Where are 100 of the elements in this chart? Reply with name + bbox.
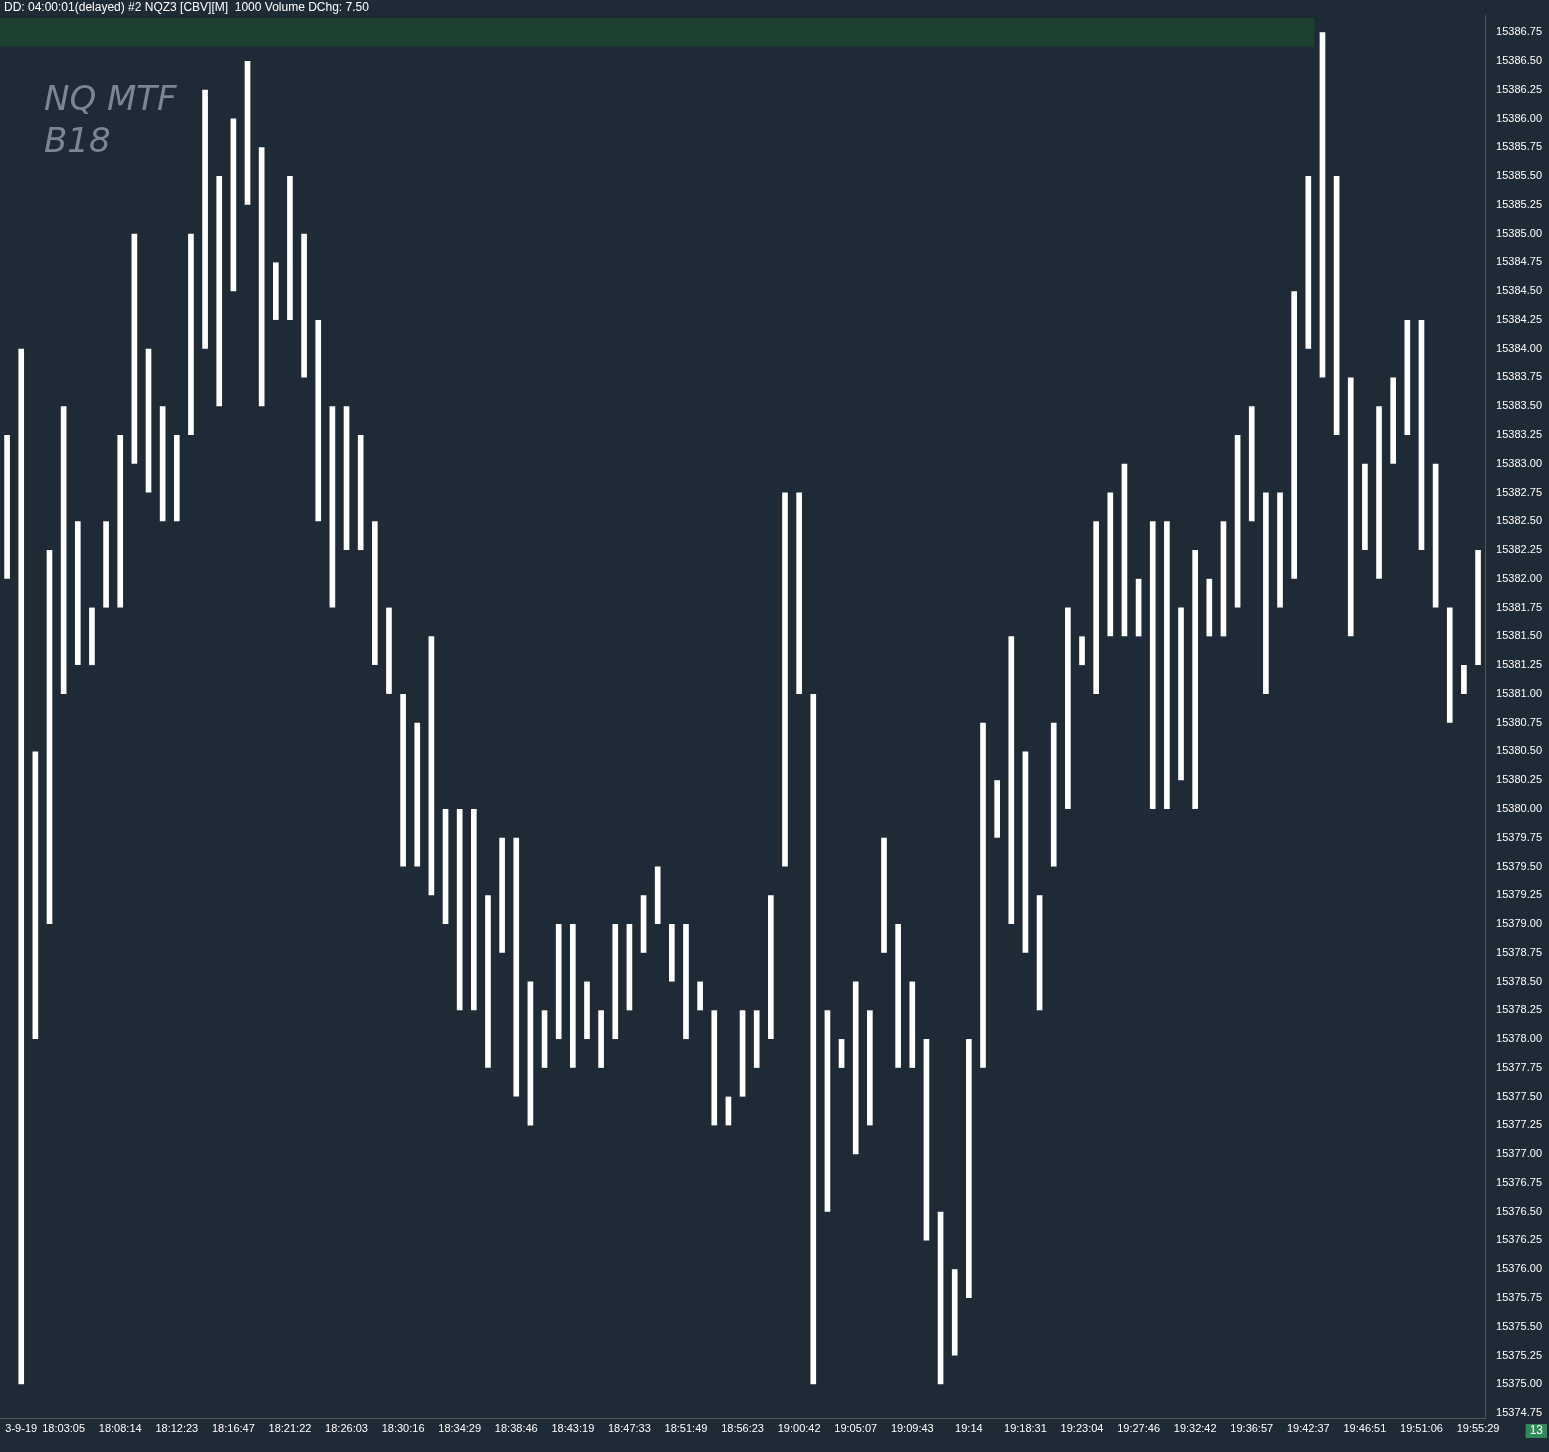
bar xyxy=(1446,607,1453,723)
bar xyxy=(1404,319,1411,435)
y-tick-label: 15382.75 xyxy=(1496,485,1543,498)
y-tick-label: 15379.50 xyxy=(1496,859,1543,872)
y-tick-label: 15386.25 xyxy=(1496,82,1543,95)
y-tick-label: 15384.25 xyxy=(1496,312,1543,325)
y-tick-label: 15377.00 xyxy=(1496,1147,1543,1160)
bar xyxy=(216,176,223,407)
bar xyxy=(1065,607,1071,809)
y-tick-label: 15382.00 xyxy=(1496,571,1543,584)
y-tick-label: 15375.75 xyxy=(1496,1291,1543,1304)
x-tick-label: 19:51:06 xyxy=(1400,1422,1443,1435)
y-tick-label: 15379.25 xyxy=(1496,888,1543,901)
bar xyxy=(485,895,491,1068)
x-tick-label: 18:43:19 xyxy=(551,1422,595,1435)
bar xyxy=(994,780,1000,838)
y-tick-label: 15377.50 xyxy=(1496,1089,1543,1102)
bar xyxy=(570,924,576,1068)
x-tick-label: 19:27:46 xyxy=(1117,1422,1161,1435)
bar xyxy=(1107,492,1114,637)
bar xyxy=(1248,406,1255,522)
y-tick-label: 15385.50 xyxy=(1496,169,1543,182)
y-tick-label: 15379.75 xyxy=(1496,830,1543,843)
x-tick-label: 18:47:33 xyxy=(607,1422,651,1435)
y-tick-label: 15382.25 xyxy=(1496,543,1543,556)
y-tick-label: 15378.00 xyxy=(1496,1032,1543,1045)
x-tick-label: 19:05:07 xyxy=(834,1422,878,1435)
x-tick-label: 18:51:49 xyxy=(664,1422,708,1435)
y-tick-label: 15378.50 xyxy=(1496,974,1543,987)
text: NQ MTF B18 xyxy=(44,78,178,160)
bar xyxy=(4,434,10,579)
bar xyxy=(980,722,986,1068)
bar xyxy=(1093,521,1099,694)
x-tick-label: 19:32:42 xyxy=(1173,1422,1217,1435)
y-tick-label: 15376.50 xyxy=(1496,1204,1543,1217)
bar xyxy=(1362,463,1368,551)
y-tick-label: 15375.00 xyxy=(1496,1377,1543,1390)
y-tick-label: 15375.25 xyxy=(1496,1348,1543,1361)
bar xyxy=(400,693,406,867)
bar xyxy=(1149,521,1156,809)
x-tick-label: 18:12:23 xyxy=(155,1422,199,1435)
bar xyxy=(301,233,307,378)
bar xyxy=(513,837,520,1097)
bar xyxy=(74,521,81,666)
bar xyxy=(810,693,817,1385)
bar xyxy=(654,866,661,925)
x-tick-label: 18:38:46 xyxy=(494,1422,538,1435)
bar xyxy=(555,924,562,1040)
bar xyxy=(612,924,619,1040)
bar xyxy=(1050,722,1057,867)
bar xyxy=(357,434,364,551)
y-tick-label: 15383.25 xyxy=(1496,428,1543,441)
x-tick-label: 18:03:05 xyxy=(42,1422,86,1435)
bar xyxy=(173,434,180,522)
y-tick-label: 15385.00 xyxy=(1496,226,1543,239)
bar xyxy=(584,981,590,1040)
y-tick-label: 15382.50 xyxy=(1496,514,1543,527)
x-tick-label: 18:34:29 xyxy=(438,1422,482,1435)
bar xyxy=(414,722,421,867)
y-tick-label: 15380.25 xyxy=(1496,773,1543,786)
x-tick-label: 19:36:57 xyxy=(1230,1422,1274,1435)
y-tick-label: 15386.00 xyxy=(1496,111,1543,124)
x-tick-label: 19:42:37 xyxy=(1286,1422,1330,1435)
bar xyxy=(1178,607,1184,781)
y-tick-label: 15386.75 xyxy=(1496,25,1543,38)
x-tick-label: 19:55:29 xyxy=(1456,1422,1500,1435)
y-tick-label: 15383.75 xyxy=(1496,370,1543,383)
bar xyxy=(1192,550,1198,809)
y-tick-label: 15385.25 xyxy=(1496,197,1543,210)
y-tick-label: 15386.50 xyxy=(1496,54,1543,67)
bar xyxy=(471,808,477,1011)
x-tick-label: 18:30:16 xyxy=(381,1422,425,1435)
x-tick-label: 18:26:03 xyxy=(325,1422,368,1435)
y-tick-label: 15377.75 xyxy=(1496,1060,1543,1073)
bar xyxy=(697,981,703,1011)
bar xyxy=(782,492,788,867)
bar xyxy=(371,521,378,666)
bar xyxy=(117,434,124,608)
x-tick-label: 18:16:47 xyxy=(211,1422,255,1435)
y-tick-label: 15384.00 xyxy=(1496,341,1543,354)
y-tick-label: 15376.75 xyxy=(1496,1175,1543,1188)
bar xyxy=(796,492,802,694)
bar xyxy=(1164,521,1170,809)
x-tick-label: 19:14 xyxy=(955,1422,983,1435)
y-tick-label: 15383.50 xyxy=(1496,399,1543,412)
bar xyxy=(895,924,901,1068)
bar xyxy=(598,1010,604,1068)
bar xyxy=(1475,550,1481,666)
bar xyxy=(386,607,392,694)
bar xyxy=(1347,377,1354,637)
x-tick-label: 18:21:22 xyxy=(268,1422,312,1435)
bar xyxy=(287,176,293,320)
bar xyxy=(966,1039,972,1298)
bar xyxy=(315,319,322,522)
x-tick-label: 19:46:51 xyxy=(1343,1422,1387,1435)
bar xyxy=(1305,176,1312,349)
y-tick-label: 15381.75 xyxy=(1496,600,1543,613)
bar xyxy=(951,1269,958,1356)
bar xyxy=(1277,492,1283,608)
y-tick-label: 15378.25 xyxy=(1496,1003,1543,1016)
